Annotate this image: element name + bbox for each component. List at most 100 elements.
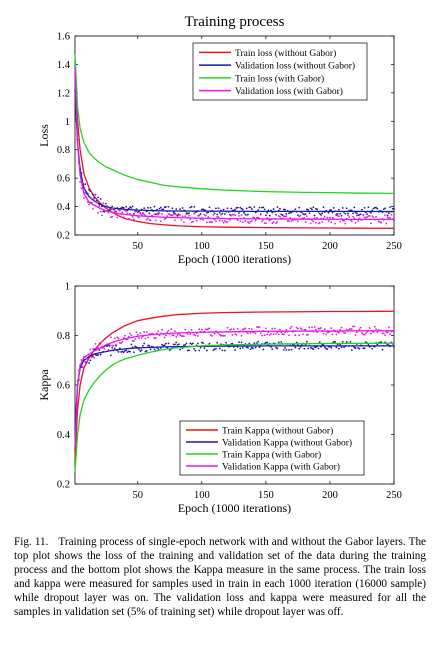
data-point xyxy=(362,347,365,350)
data-point xyxy=(88,188,90,191)
data-point xyxy=(115,343,117,346)
data-point xyxy=(316,208,319,211)
data-point xyxy=(88,362,90,364)
y-tick-label: 1.4 xyxy=(57,60,71,71)
data-point xyxy=(113,210,116,213)
data-point xyxy=(254,332,257,335)
data-point xyxy=(370,211,372,214)
data-point xyxy=(329,216,331,219)
data-point xyxy=(330,221,333,224)
data-point xyxy=(354,221,357,224)
data-point xyxy=(299,214,302,217)
data-point xyxy=(271,348,274,351)
data-point xyxy=(284,208,287,211)
data-point xyxy=(153,337,156,339)
data-point xyxy=(153,205,156,208)
data-point xyxy=(355,331,358,334)
data-point xyxy=(371,215,374,217)
data-point xyxy=(165,205,167,208)
data-point xyxy=(280,331,283,334)
data-point xyxy=(316,331,319,334)
data-point xyxy=(321,221,324,223)
data-point xyxy=(335,346,338,349)
data-point xyxy=(294,346,297,349)
data-point xyxy=(276,347,279,350)
data-point xyxy=(157,213,160,216)
data-point xyxy=(198,214,201,217)
data-point xyxy=(112,208,115,211)
data-point xyxy=(97,196,99,199)
data-point xyxy=(193,212,196,215)
data-point xyxy=(262,206,265,209)
data-point xyxy=(221,349,224,352)
data-point xyxy=(89,190,92,193)
data-point xyxy=(375,206,377,209)
data-point xyxy=(248,206,251,209)
data-point xyxy=(393,219,395,222)
data-point xyxy=(159,206,162,209)
legend-entry: Validation loss (without Gabor) xyxy=(235,61,355,72)
data-point xyxy=(352,215,354,218)
data-point xyxy=(312,220,315,223)
data-point xyxy=(358,347,361,350)
x-tick-label: 100 xyxy=(194,241,210,252)
data-point xyxy=(302,333,304,336)
y-axis-label: Kappa xyxy=(37,369,51,401)
data-point xyxy=(230,207,233,210)
data-point xyxy=(300,328,303,331)
data-point xyxy=(125,210,128,213)
data-point xyxy=(254,219,257,222)
data-point xyxy=(303,347,306,350)
data-point xyxy=(207,216,210,218)
data-point xyxy=(240,214,243,217)
data-point xyxy=(338,215,340,218)
data-point xyxy=(197,342,199,345)
data-point xyxy=(161,208,164,211)
data-point xyxy=(381,332,384,335)
data-point xyxy=(295,326,298,329)
data-point xyxy=(223,334,226,337)
data-point xyxy=(288,349,290,351)
data-point xyxy=(325,333,328,336)
data-point xyxy=(245,214,248,217)
data-point xyxy=(266,216,269,219)
y-tick-label: 0.8 xyxy=(57,145,70,156)
data-point xyxy=(309,222,312,225)
data-point xyxy=(280,213,283,216)
data-point xyxy=(153,213,156,216)
data-point xyxy=(197,335,199,337)
data-point xyxy=(384,214,386,217)
data-point xyxy=(179,208,181,210)
data-point xyxy=(218,333,221,336)
data-point xyxy=(93,356,96,359)
data-point xyxy=(216,213,219,216)
data-point xyxy=(288,212,290,215)
data-point xyxy=(143,207,146,210)
x-axis-label: Epoch (1000 iterations) xyxy=(178,501,291,515)
data-point xyxy=(104,337,107,340)
data-point xyxy=(92,193,94,196)
data-point xyxy=(167,342,170,345)
data-point xyxy=(89,359,92,362)
data-point xyxy=(161,213,164,215)
data-point xyxy=(248,327,251,330)
x-axis-label: Epoch (1000 iterations) xyxy=(178,252,291,266)
data-point xyxy=(202,342,205,345)
data-point xyxy=(120,342,123,345)
data-point xyxy=(161,328,164,331)
data-point xyxy=(285,215,288,218)
data-point xyxy=(382,332,385,335)
data-point xyxy=(229,218,231,221)
data-point xyxy=(386,331,389,334)
data-point xyxy=(194,334,197,337)
data-point xyxy=(340,326,343,329)
data-point xyxy=(138,210,140,213)
data-point xyxy=(298,206,301,209)
data-point xyxy=(381,348,384,351)
data-point xyxy=(234,214,237,217)
data-point xyxy=(121,211,124,214)
data-point xyxy=(314,328,317,331)
data-point xyxy=(97,354,99,356)
data-point xyxy=(172,213,175,216)
data-point xyxy=(240,207,243,210)
